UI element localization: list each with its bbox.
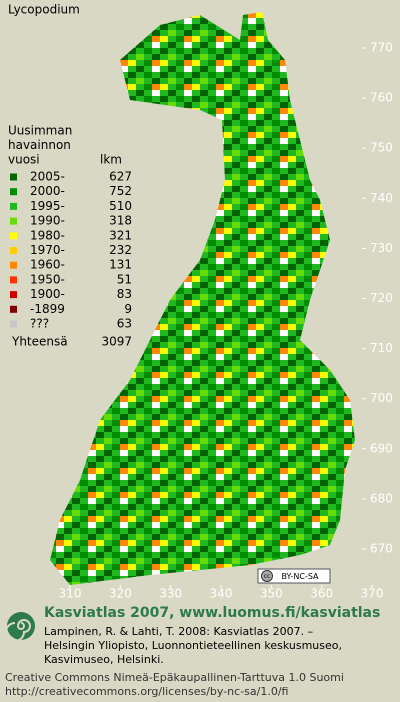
y-tick-label: 710 xyxy=(370,341,393,355)
legend-count: 9 xyxy=(124,302,132,316)
y-tick-label: 760 xyxy=(370,91,393,105)
x-tick-label: 350 xyxy=(260,587,283,601)
legend-swatch xyxy=(10,247,17,254)
citation: Lampinen, R. & Lahti, T. 2008: Kasviatla… xyxy=(44,625,313,638)
citation: Helsingin Yliopisto, Luonnontieteellinen… xyxy=(44,639,342,652)
total-label: Yhteensä xyxy=(11,335,68,349)
x-tick-label: 330 xyxy=(159,587,182,601)
legend-count: 627 xyxy=(109,170,132,184)
y-tick-label: 740 xyxy=(370,191,393,205)
legend-label: -1899 xyxy=(30,302,65,316)
y-tick-label: 700 xyxy=(370,391,393,405)
license: Creative Commons Nimeä-Epäkaupallinen-Ta… xyxy=(5,671,344,684)
legend-label: 1950- xyxy=(30,272,65,286)
x-tick-label: 370 xyxy=(361,587,384,601)
legend-label: 1980- xyxy=(30,228,65,242)
legend-heading: havainnon xyxy=(8,138,71,152)
citation: Kasvimuseo, Helsinki. xyxy=(44,653,164,666)
x-tick-label: 360 xyxy=(310,587,333,601)
y-tick-label: 670 xyxy=(370,542,393,556)
logo xyxy=(5,612,35,642)
legend-count: 232 xyxy=(109,243,132,257)
legend-count-heading: lkm xyxy=(100,153,122,167)
legend-count: 131 xyxy=(109,258,132,272)
cc-mark: cc xyxy=(264,573,271,580)
legend-label: 2000- xyxy=(30,184,65,198)
legend-count: 510 xyxy=(109,199,132,213)
x-tick-label: 310 xyxy=(59,587,82,601)
legend-count: 63 xyxy=(117,317,132,331)
legend-count: 83 xyxy=(117,287,132,301)
site-title: Kasviatlas 2007, www.luomus.fi/kasviatla… xyxy=(44,605,380,621)
legend-swatch xyxy=(10,232,17,240)
legend-swatch xyxy=(10,217,17,225)
legend-count: 321 xyxy=(109,228,132,242)
license: http://creativecommons.org/licenses/by-n… xyxy=(5,685,288,698)
legend-swatch xyxy=(10,173,17,181)
legend-label: 1990- xyxy=(30,214,65,228)
legend-label: 1900- xyxy=(30,287,65,301)
y-tick-label: 730 xyxy=(370,241,393,255)
finland-map xyxy=(50,12,355,585)
legend-swatch xyxy=(10,202,17,210)
legend-label: 1995- xyxy=(30,199,65,213)
map-title: Lycopodium xyxy=(8,3,80,17)
x-tick-label: 320 xyxy=(109,587,132,601)
legend-count: 318 xyxy=(109,214,132,228)
y-tick-label: 720 xyxy=(370,291,393,305)
legend-heading: vuosi xyxy=(8,153,40,167)
y-tick-label: 750 xyxy=(370,141,393,155)
total-value: 3097 xyxy=(101,335,132,349)
cc-license: BY-NC-SA xyxy=(281,572,319,581)
legend-swatch xyxy=(10,320,17,328)
legend-label: 1960- xyxy=(30,258,65,272)
legend-swatch xyxy=(10,188,17,196)
cc-badge: cc BY-NC-SA xyxy=(257,568,331,584)
legend-count: 51 xyxy=(117,272,132,286)
y-tick-label: 690 xyxy=(370,441,393,455)
legend-label: 2005- xyxy=(30,170,65,184)
y-tick-label: 680 xyxy=(370,491,393,505)
legend-swatch xyxy=(10,305,17,313)
y-tick-label: 770 xyxy=(370,41,393,55)
legend-swatch xyxy=(10,291,17,299)
axis-ticks: 310 320 330 340 350 360 370 670 680 690 700 710 720 7… xyxy=(59,41,393,601)
legend-label: 1970- xyxy=(30,243,65,257)
legend-count: 752 xyxy=(109,184,132,198)
legend-label: ??? xyxy=(30,317,49,331)
legend-swatch xyxy=(10,276,17,284)
x-tick-label: 340 xyxy=(210,587,233,601)
legend-heading: Uusimman xyxy=(8,124,72,138)
legend-swatch xyxy=(10,261,17,269)
